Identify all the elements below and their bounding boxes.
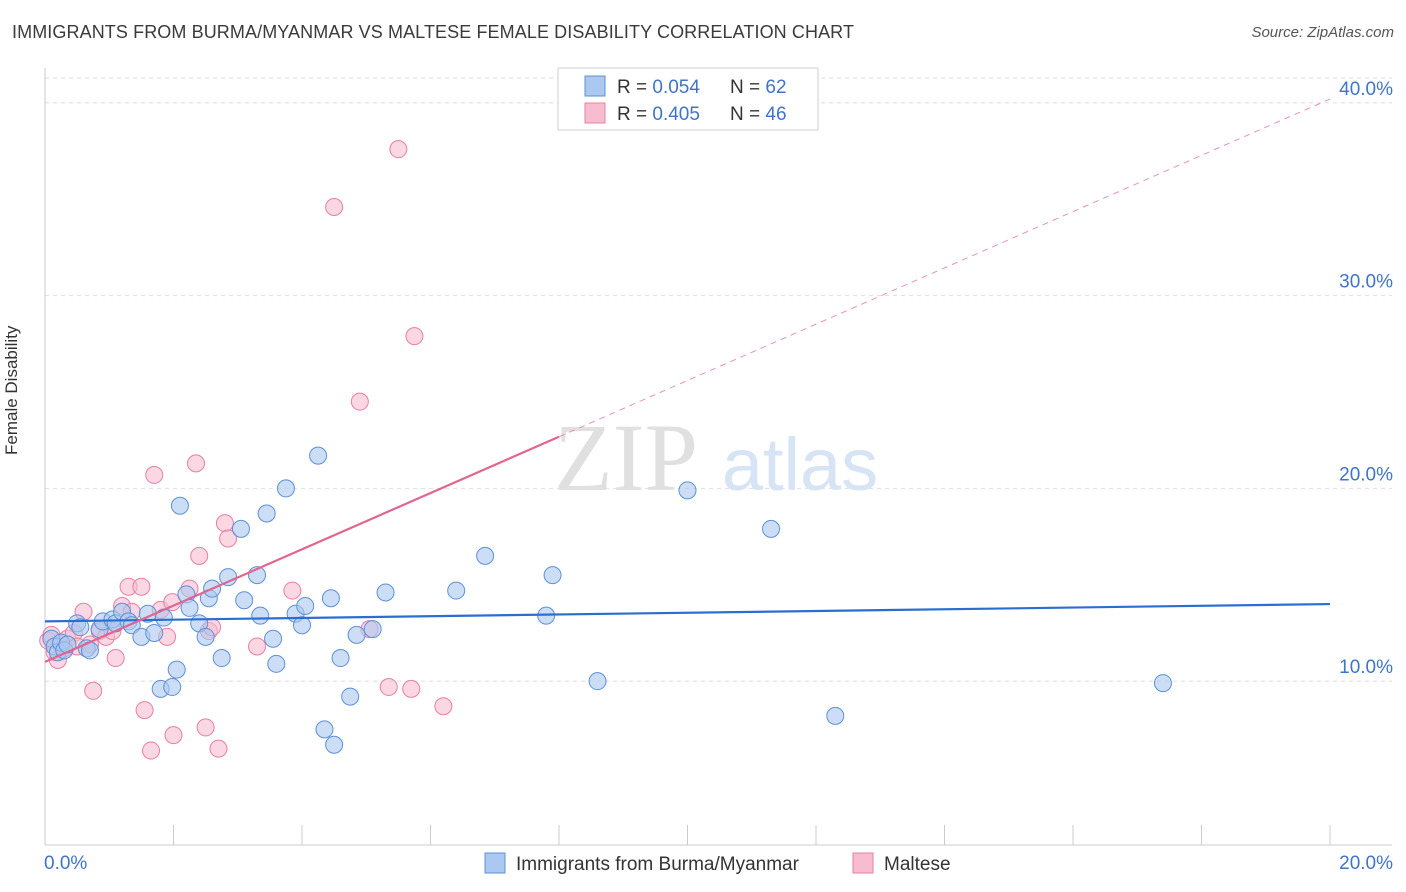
pink-data-point [209, 739, 228, 758]
svg-text:N = 46: N = 46 [730, 104, 787, 125]
blue-data-point [363, 620, 382, 639]
blue-data-point [325, 735, 344, 754]
legend-swatch-pink [584, 102, 606, 124]
series-legend-swatch-blue [484, 852, 506, 874]
y-tick-label: 30.0% [1339, 272, 1393, 293]
stats-legend: R = 0.054 N = 62 R = 0.405 N = 46 [557, 67, 819, 131]
blue-data-point [296, 596, 315, 615]
series-legend-label-pink: Maltese [884, 854, 951, 875]
blue-data-point [588, 672, 607, 691]
legend-r-value-2: 0.405 [652, 104, 700, 125]
watermark-atlas: atlas [722, 423, 878, 506]
blue-data-point [163, 677, 182, 696]
svg-text:R = 0.054: R = 0.054 [617, 77, 700, 98]
pink-data-point [142, 741, 161, 760]
pink-data-point [84, 681, 103, 700]
blue-data-point [476, 546, 495, 565]
blue-data-point [219, 568, 238, 587]
blue-data-point [321, 589, 340, 608]
pink-data-point [283, 581, 302, 600]
pink-trend-extension [558, 98, 1331, 438]
blue-data-point [1153, 674, 1172, 693]
blue-data-point [276, 479, 295, 498]
blue-data-point [231, 519, 250, 538]
series-legend-label-blue: Immigrants from Burma/Myanmar [516, 854, 800, 875]
legend-n-label-1: N = [730, 77, 765, 98]
pink-data-point [186, 454, 205, 473]
blue-data-point [678, 481, 697, 500]
blue-data-point [331, 649, 350, 668]
blue-data-point [196, 627, 215, 646]
blue-data-point [251, 606, 270, 625]
blue-data-point [264, 629, 283, 648]
pink-data-point [164, 726, 183, 745]
blue-data-point [447, 581, 466, 600]
blue-data-point [341, 687, 360, 706]
blue-data-point [315, 720, 334, 739]
pink-data-point [248, 637, 267, 656]
series-legend-swatch-pink [852, 852, 874, 874]
blue-data-point [826, 706, 845, 725]
pink-data-point [215, 514, 234, 533]
pink-data-point [219, 529, 238, 548]
pink-data-point [405, 327, 424, 346]
y-tick-label: 20.0% [1339, 464, 1393, 485]
blue-data-point [293, 616, 311, 635]
blue-data-point [762, 519, 781, 538]
legend-r-label-2: R = [617, 104, 652, 125]
legend-r-label-1: R = [617, 77, 652, 98]
pink-data-point [190, 546, 209, 565]
svg-text:R = 0.405: R = 0.405 [617, 104, 700, 125]
blue-data-point [347, 625, 366, 644]
pink-data-point [135, 701, 154, 720]
legend-n-label-2: N = [730, 104, 765, 125]
blue-data-point [212, 649, 231, 668]
blue-trend-line [44, 602, 1331, 623]
pink-data-point [196, 718, 215, 737]
grid-layer [45, 77, 1392, 682]
pink-data-point [132, 577, 151, 596]
axes-layer: 10.0% 20.0% 30.0% 40.0% 0.0% 20.0% [44, 68, 1393, 874]
legend-n-value-1: 62 [765, 77, 786, 98]
legend-r-value-1: 0.054 [652, 77, 700, 98]
pink-data-point [106, 649, 125, 668]
pink-data-point [350, 392, 369, 411]
points-layer [39, 140, 1172, 760]
svg-text:N = 62: N = 62 [730, 77, 787, 98]
pink-data-point [379, 677, 398, 696]
source-label: Source: ZipAtlas.com [1251, 24, 1394, 41]
x-tick-label-max: 20.0% [1339, 853, 1393, 874]
blue-data-point [257, 504, 276, 523]
watermark-zip: ZIP [554, 404, 698, 511]
y-tick-label: 10.0% [1339, 657, 1393, 678]
blue-data-point [543, 566, 562, 585]
blue-data-point [170, 496, 189, 515]
series-legend: Immigrants from Burma/Myanmar Maltese [484, 852, 951, 875]
blue-data-point [235, 591, 254, 610]
blue-data-point [71, 618, 90, 637]
legend-swatch-blue [584, 75, 606, 97]
pink-data-point [145, 465, 164, 484]
trend-layer [44, 98, 1331, 663]
blue-data-point [145, 623, 164, 642]
legend-n-value-2: 46 [765, 104, 786, 125]
blue-data-point [309, 446, 328, 465]
pink-data-point [325, 197, 344, 216]
watermark: ZIP atlas [554, 404, 878, 511]
chart-title: IMMIGRANTS FROM BURMA/MYANMAR VS MALTESE… [12, 22, 855, 42]
pink-data-point [402, 679, 421, 698]
blue-data-point [167, 660, 186, 679]
pink-data-point [389, 140, 408, 159]
pink-data-point [434, 697, 453, 716]
x-tick-label-min: 0.0% [44, 853, 87, 874]
y-tick-label: 40.0% [1339, 79, 1393, 100]
blue-data-point [376, 583, 395, 602]
blue-data-point [267, 654, 286, 673]
pink-trend-line [44, 435, 560, 663]
